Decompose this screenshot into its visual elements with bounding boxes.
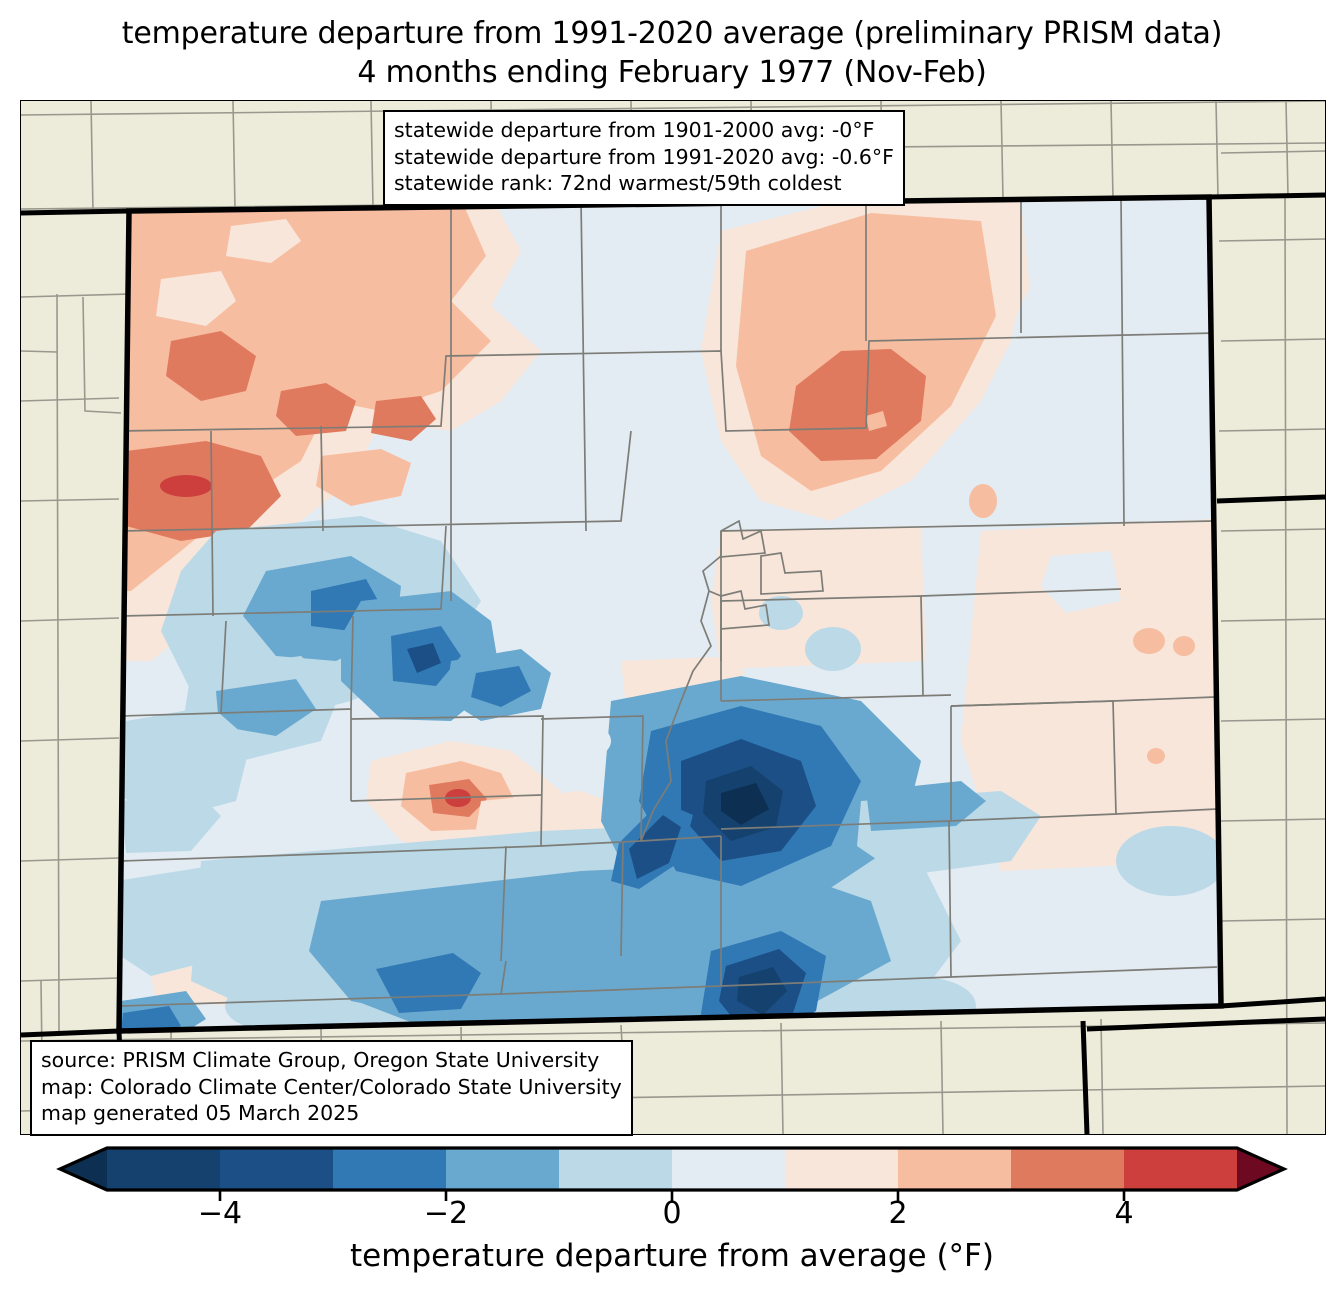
source-line: source: PRISM Climate Group, Oregon Stat… xyxy=(41,1048,600,1072)
warm-spot-east-c xyxy=(1147,748,1165,764)
cool-tongue-a-deep xyxy=(629,815,681,879)
cool-deep-sanluis xyxy=(721,783,769,825)
warm-bullseye-nw xyxy=(160,475,212,497)
warm-core-ne-hole xyxy=(866,411,887,431)
warm-band-east-mild xyxy=(961,519,1216,871)
neutral-patch-b xyxy=(465,553,517,589)
colorado-anomaly-field xyxy=(119,196,1221,1031)
colorbar-band xyxy=(672,1148,785,1190)
colorbar-axis-label: temperature departure from average (°F) xyxy=(350,1238,994,1274)
statewide-stats-box: statewide departure from 1901-2000 avg: … xyxy=(383,110,905,206)
colorbar-band xyxy=(785,1148,898,1190)
cool-spot-a xyxy=(759,596,803,630)
page-title: temperature departure from 1991-2020 ave… xyxy=(0,14,1344,92)
map-panel xyxy=(20,100,1326,1135)
colorbar xyxy=(0,1143,1344,1203)
warm-spot-east-a xyxy=(1133,628,1165,654)
cool-deep-nw-mtn xyxy=(407,643,441,673)
colorbar-outline xyxy=(56,1146,1288,1192)
warm-spot-ne-sm xyxy=(969,484,997,518)
warm-spot-east-b xyxy=(1173,636,1195,656)
colorbar-band xyxy=(1011,1148,1124,1190)
colorbar-tick-labels: −4 −2 0 2 4 xyxy=(0,1196,1344,1238)
colorbar-band xyxy=(898,1148,1011,1190)
colorbar-tick-label: 0 xyxy=(662,1196,682,1231)
cool-band-west-d xyxy=(121,791,221,853)
neighbor-state-borders xyxy=(21,192,1325,1134)
colorbar-over-arrow xyxy=(1237,1148,1284,1190)
map-generated-line: map generated 05 March 2025 xyxy=(41,1101,360,1125)
title-line-2: 4 months ending February 1977 (Nov-Feb) xyxy=(357,55,987,90)
warm-core-ne xyxy=(789,349,926,461)
warm-band-frontrange xyxy=(711,526,926,669)
stat-departure-1991-2020: statewide departure from 1991-2020 avg: … xyxy=(394,144,894,169)
colorado-temperature-anomaly-map xyxy=(21,101,1325,1134)
neutral-patch-a xyxy=(543,721,611,761)
cool-band-west-c xyxy=(121,706,251,821)
colorbar-tick-label: −2 xyxy=(423,1196,469,1231)
cool-spot-sw2 xyxy=(225,982,317,1030)
stat-statewide-rank: statewide rank: 72nd warmest/59th coldes… xyxy=(394,171,842,195)
stat-departure-1901-2000: statewide departure from 1901-2000 avg: … xyxy=(394,118,875,142)
cool-core-west-b xyxy=(216,679,316,736)
cool-spot-se xyxy=(1116,826,1221,896)
colorbar-band xyxy=(1124,1148,1237,1190)
colorbar-under-arrow xyxy=(60,1148,107,1190)
warm-gap-nw-b xyxy=(156,271,236,326)
colorbar-tick-label: −4 xyxy=(197,1196,243,1231)
cool-spot-b xyxy=(805,627,861,671)
cool-core-south-deep xyxy=(737,967,787,1015)
warm-core-nw-a xyxy=(166,331,256,401)
cool-spot-ne xyxy=(1011,266,1131,436)
warm-core-nw-d xyxy=(371,396,436,441)
colorbar-band xyxy=(220,1148,333,1190)
colorbar-tick-label: 2 xyxy=(888,1196,908,1231)
source-credits-box: source: PRISM Climate Group, Oregon Stat… xyxy=(30,1040,633,1136)
colorbar-band xyxy=(333,1148,446,1190)
colorbar-band xyxy=(107,1148,220,1190)
cool-hole-east xyxy=(1041,551,1121,613)
cool-tongue-east-2f xyxy=(866,781,986,831)
colorbar-band xyxy=(559,1148,672,1190)
warm-patch-nw-e xyxy=(316,449,411,506)
colorbar-band xyxy=(446,1148,559,1190)
warm-core-nw-c xyxy=(276,383,356,436)
cool-core-south-b xyxy=(376,953,481,1013)
colorbar-swatches xyxy=(56,1146,1288,1201)
title-line-1: temperature departure from 1991-2020 ave… xyxy=(121,16,1223,51)
colorbar-tick-label: 4 xyxy=(1114,1196,1134,1231)
warm-gap-nw-a xyxy=(226,219,301,263)
cool-core-central-a xyxy=(471,666,531,707)
map-credit-line: map: Colorado Climate Center/Colorado St… xyxy=(41,1074,622,1099)
